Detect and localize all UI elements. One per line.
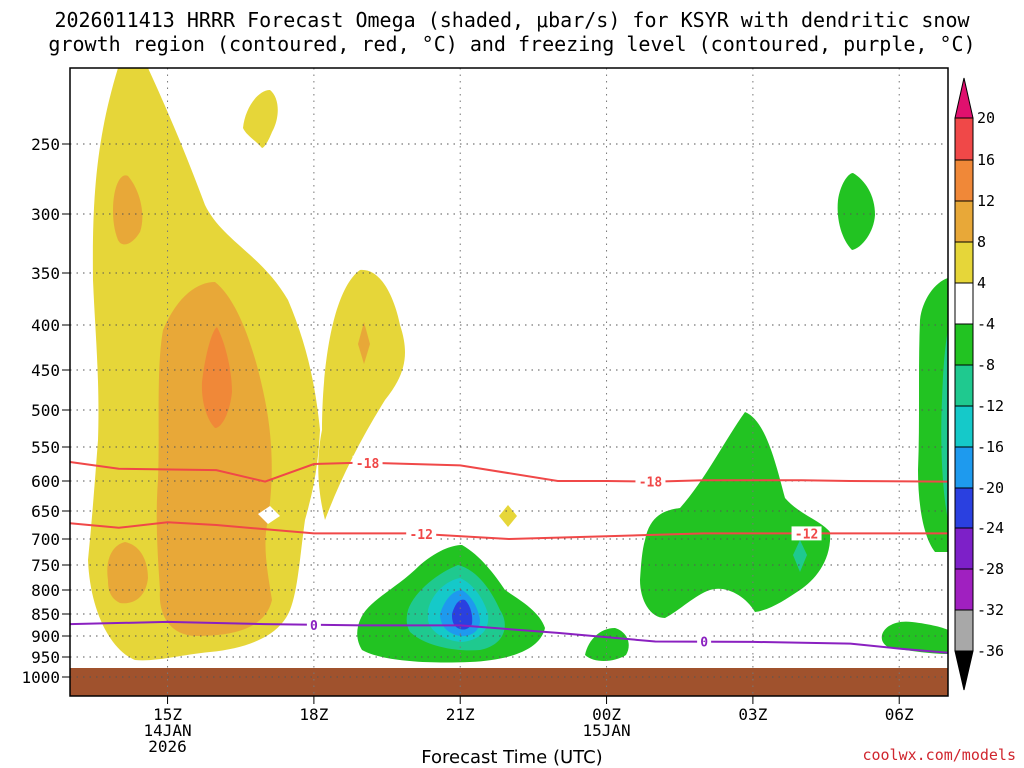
y-tick-label-300: 300 [31, 205, 60, 224]
colorbar-bin [954, 323, 974, 366]
y-tick-label-250: 250 [31, 135, 60, 154]
colorbar-label: 20 [977, 109, 995, 127]
colorbar-bin [954, 568, 974, 611]
omega-shading [70, 68, 948, 696]
colorbar-label: -32 [977, 601, 1004, 619]
contour-freezing-level-0 [69, 620, 949, 654]
y-tick-label-900: 900 [31, 627, 60, 646]
chart-title-line-2: growth region (contoured, red, °C) and f… [48, 32, 976, 56]
x-tick-label-18Z: 18Z [299, 705, 328, 724]
colorbar-bin [954, 200, 974, 243]
contour-label-freezing-level-0: 0 [700, 636, 708, 651]
y-tick-label-800: 800 [31, 581, 60, 600]
colorbar-label: -36 [977, 642, 1004, 660]
colorbar-label: 12 [977, 192, 995, 210]
colorbar-bin [954, 282, 974, 325]
colorbar-bin [954, 117, 974, 161]
contour-dgz-minus-18 [69, 461, 949, 483]
chart-title-line-1: 2026011413 HRRR Forecast Omega (shaded, … [54, 8, 970, 32]
omega-8-12-left-lobe [107, 542, 148, 604]
contour-label-dgz-minus-18: -18 [356, 457, 380, 472]
x-tick-sublabel-date: 15JAN [582, 721, 630, 740]
x-tick-label-15Z: 15Z [153, 705, 182, 724]
omega-4-8-secondary-plume [318, 269, 405, 520]
y-tick-label-600: 600 [31, 472, 60, 491]
colorbar-label: 16 [977, 151, 995, 169]
contour-label-dgz-minus-12: -12 [795, 527, 818, 542]
omega-neg4-8-evening-plume [640, 412, 831, 618]
x-axis-title: Forecast Time (UTC) [421, 747, 603, 768]
y-tick-label-550: 550 [31, 438, 60, 457]
contours: -18 -18 -12 -12 0 0 [69, 455, 949, 654]
colorbar-bin [954, 609, 974, 652]
y-tick-label-1000: 1000 [21, 668, 60, 687]
colorbar-bin [954, 241, 974, 284]
colorbar-bin [954, 446, 974, 489]
contour-label-bg [352, 455, 383, 470]
x-tick-label-21Z: 21Z [446, 705, 475, 724]
omega-4-8-upper-cell [243, 90, 278, 148]
y-tick-label-850: 850 [31, 605, 60, 624]
contour-label-bg [306, 617, 321, 632]
contour-label-bg [791, 526, 822, 541]
omega-8-12-tiny [358, 322, 370, 364]
omega-neg20-24-core [452, 599, 473, 630]
credit-text: coolwx.com/models [862, 746, 1016, 764]
x-tick-label-03Z: 03Z [738, 705, 767, 724]
omega-neg4-8-right-edge [918, 278, 948, 552]
colorbar-bin [954, 159, 974, 202]
y-tick-label-950: 950 [31, 648, 60, 667]
colorbar-bin [954, 527, 974, 570]
ground [70, 668, 948, 696]
omega-12-16-core [201, 327, 232, 428]
contour-label-freezing-level-0: 0 [310, 619, 318, 634]
y-tick-label-750: 750 [31, 556, 60, 575]
colorbar-label: -16 [977, 438, 1004, 456]
omega-neg8-12-evening-dot [793, 540, 807, 572]
colorbar-bin [954, 405, 974, 448]
contour-label-bg [635, 474, 666, 489]
contour-label-bg [697, 634, 712, 649]
omega-neg8-12-right-edge [941, 330, 948, 520]
colorbar-label: 8 [977, 233, 986, 251]
y-tick-label-400: 400 [31, 316, 60, 335]
y-tick-label-500: 500 [31, 401, 60, 420]
colorbar-label: -24 [977, 519, 1004, 537]
x-tick-sublabel-year: 2026 [148, 737, 187, 756]
omega-hole [258, 506, 280, 524]
y-tick-label-450: 450 [31, 361, 60, 380]
colorbar-label: -8 [977, 356, 995, 374]
colorbar-label: -12 [977, 397, 1004, 415]
omega-neg4-8-upper-cell [837, 173, 875, 250]
contour-label-dgz-minus-18: -18 [639, 476, 663, 491]
omega-8-12-upper-lobe [113, 175, 143, 245]
colorbar-label: 4 [977, 274, 986, 292]
y-tick-label-650: 650 [31, 502, 60, 521]
contour-label-dgz-minus-12: -12 [409, 528, 432, 543]
colorbar-bin [954, 487, 974, 529]
x-tick-sublabel-date: 14JAN [143, 721, 191, 740]
colorbar-label: -28 [977, 560, 1004, 578]
gridlines [70, 68, 948, 696]
colorbar-label: -4 [977, 315, 995, 333]
omega-8-12-main [156, 282, 272, 636]
x-tick-label-06Z: 06Z [885, 705, 914, 724]
x-tick-label-00Z: 00Z [592, 705, 621, 724]
colorbar-under-triangle [954, 650, 974, 691]
colorbar-bin [954, 364, 974, 407]
colorbar-over-triangle [954, 77, 974, 119]
colorbar-label: -20 [977, 479, 1004, 497]
y-tick-label-700: 700 [31, 530, 60, 549]
plot-frame [69, 67, 949, 697]
contour-label-bg [406, 526, 437, 541]
colorbar: 20 16 12 8 4 -4 -8 -12 -16 -20 -24 -28 -32 -36 [954, 77, 1004, 691]
y-tick-label-350: 350 [31, 264, 60, 283]
omega-neg4-8-right-low [881, 621, 948, 654]
y-axis: 250 300 350 400 450 500 550 600 650 700 750 800 850 9… [21, 135, 70, 687]
